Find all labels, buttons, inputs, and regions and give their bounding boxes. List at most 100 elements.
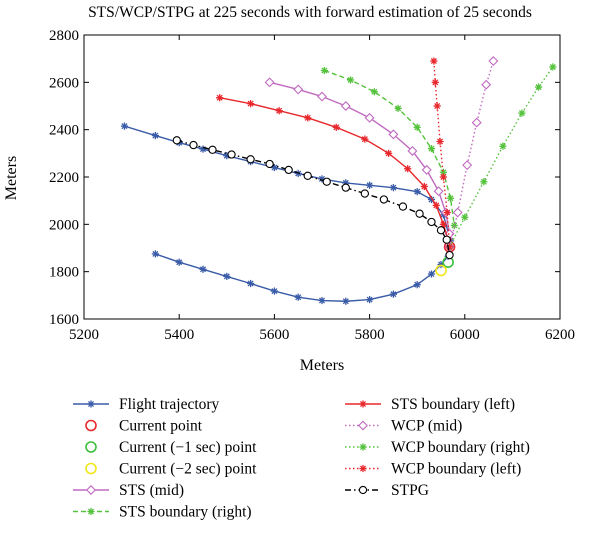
legend-marker (358, 420, 368, 431)
x-tick-label: 5600 (259, 327, 289, 343)
x-tick-label: 5800 (355, 327, 385, 343)
legend-item: STPG (345, 482, 429, 499)
chart-title: STS/WCP/STPG at 225 seconds with forward… (88, 4, 532, 21)
y-tick-label: 1800 (49, 265, 79, 281)
data-point (420, 182, 428, 191)
data-point (247, 279, 255, 288)
series-6 (320, 66, 458, 230)
data-point (227, 150, 236, 159)
data-point (439, 173, 447, 181)
data-point (481, 79, 492, 90)
legend-label: Current point (119, 418, 203, 435)
data-point (199, 265, 207, 273)
legend-item: STS boundary (left) (345, 396, 515, 413)
data-point (407, 145, 418, 156)
legend-item: WCP (mid) (345, 418, 462, 435)
data-point (427, 217, 436, 227)
data-point (445, 250, 454, 260)
legend-marker (359, 464, 367, 473)
data-point (518, 109, 526, 117)
data-point (413, 281, 421, 289)
legend-marker (87, 507, 95, 516)
series-line (176, 139, 451, 256)
data-point (436, 137, 444, 146)
legend-label: STPG (391, 482, 429, 499)
legend-item: Current (−1 sec) point (85, 439, 257, 456)
data-point (413, 188, 421, 196)
legend-label: Current (−2 sec) point (119, 461, 257, 478)
data-point (549, 63, 557, 71)
data-point (450, 221, 458, 230)
data-point (370, 88, 378, 96)
data-point (264, 77, 275, 88)
y-axis-label: Meters (3, 156, 20, 200)
series-0 (151, 250, 452, 305)
legend-item: WCP boundary (left) (345, 461, 521, 478)
series-line (219, 97, 449, 240)
data-point (360, 189, 369, 198)
data-point (199, 145, 207, 153)
data-point (175, 258, 183, 266)
legend-label: Flight trajectory (119, 396, 220, 413)
legend-marker (85, 462, 97, 475)
data-point (366, 181, 374, 189)
series-11 (172, 136, 454, 260)
series-10 (430, 57, 454, 251)
data-point (433, 186, 444, 197)
legend-marker (87, 400, 95, 408)
legend-item: Flight trajectory (73, 396, 220, 413)
data-point (304, 114, 312, 122)
series-line (124, 125, 452, 242)
series-line (448, 60, 495, 247)
legend-label: WCP boundary (left) (391, 461, 521, 478)
series-8 (444, 56, 499, 252)
legend-item: Current point (85, 418, 203, 435)
data-point (379, 195, 389, 204)
data-point (270, 287, 278, 295)
data-point (427, 270, 436, 278)
data-point (445, 243, 454, 251)
data-point (436, 226, 446, 235)
data-point (385, 149, 393, 157)
data-point (398, 202, 408, 211)
y-tick-label: 2000 (49, 217, 79, 233)
data-point (317, 91, 327, 102)
y-tick-label: 2400 (49, 123, 79, 139)
y-tick-label: 2600 (49, 75, 79, 91)
y-axis: 1600 1800 2000 2200 2400 2600 2800 (49, 28, 560, 328)
data-point (421, 164, 432, 175)
series-9 (445, 63, 557, 251)
series-5 (264, 77, 455, 239)
data-point (265, 159, 274, 169)
legend-label: STS (mid) (119, 482, 184, 499)
data-point (427, 145, 436, 153)
data-point (461, 213, 469, 221)
legend-marker (86, 485, 96, 495)
series-1 (120, 122, 455, 245)
data-point (364, 112, 375, 123)
data-point (341, 183, 350, 192)
data-point (446, 194, 455, 202)
data-point (430, 57, 438, 65)
data-point (442, 235, 451, 244)
data-point (480, 178, 488, 186)
series-7 (216, 94, 452, 244)
data-point (284, 165, 293, 175)
legend-label: WCP boundary (right) (391, 439, 530, 456)
data-point (361, 135, 369, 143)
data-point (151, 250, 159, 258)
x-tick-label: 6000 (450, 327, 480, 343)
data-point (293, 84, 304, 95)
x-tick-label: 6200 (545, 327, 575, 343)
data-point (322, 177, 331, 186)
series-line (324, 69, 456, 226)
legend-item: WCP boundary (right) (345, 439, 530, 456)
x-tick-label: 5200 (69, 327, 99, 343)
legend-marker (359, 400, 367, 408)
data-point (462, 160, 473, 171)
x-tick-label: 5400 (164, 327, 194, 343)
data-point (172, 136, 181, 145)
data-point (294, 293, 302, 301)
data-point (471, 117, 482, 128)
